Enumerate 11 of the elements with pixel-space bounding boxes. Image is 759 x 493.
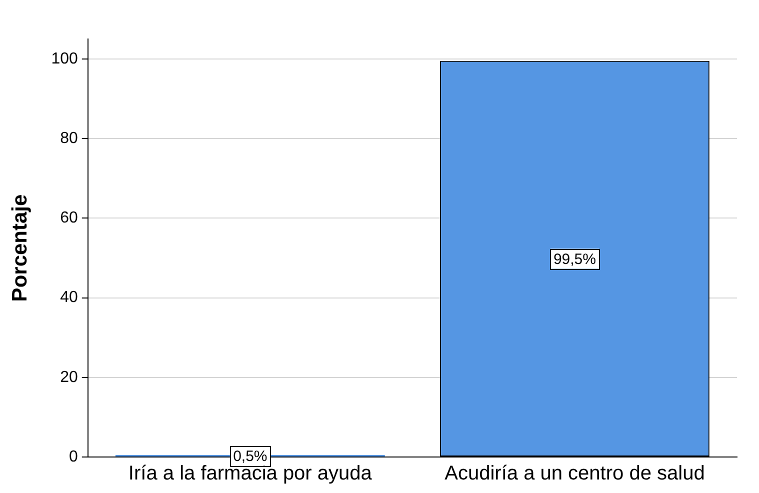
x-tick-label: Iría a la farmacia por ayuda	[128, 462, 373, 485]
y-tick-label: 20	[60, 368, 78, 386]
y-tick-label: 60	[60, 210, 78, 227]
data-label: 99,5%	[553, 250, 596, 268]
y-axis-title: Porcentaje	[8, 194, 32, 302]
x-tick-label: Acudiría a un centro de salud	[444, 462, 705, 485]
y-tick-label: 100	[51, 50, 78, 68]
y-tick-label: 80	[60, 130, 78, 147]
y-tick-label: 40	[60, 289, 78, 306]
data-label: 0,5%	[233, 448, 268, 465]
y-tick-label: 0	[68, 448, 78, 466]
